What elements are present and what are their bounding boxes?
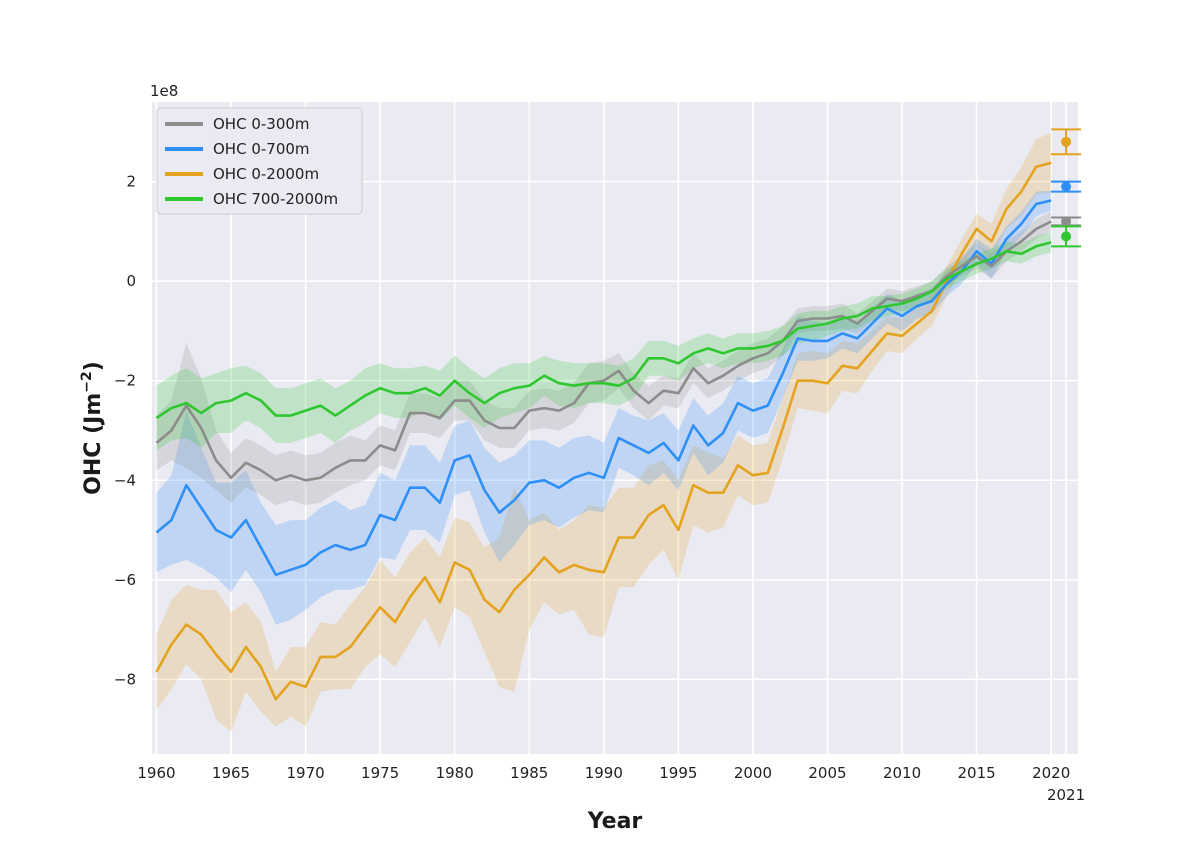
- legend-label-3: OHC 700-2000m: [213, 190, 338, 208]
- x-tick-label: 2010: [883, 764, 921, 782]
- y-tick-label: −8: [114, 670, 136, 688]
- band-0: [156, 211, 1052, 506]
- x-axis-title: Year: [587, 809, 643, 834]
- legend-label-0: OHC 0-300m: [213, 115, 310, 133]
- band-2: [156, 132, 1052, 732]
- legend-box: [156, 107, 363, 215]
- legend-label-2: OHC 0-2000m: [213, 165, 319, 183]
- y-axis-title-exponent: −2: [79, 371, 95, 392]
- point-2021-1: [1061, 181, 1072, 192]
- x-tick-label: 2020: [1032, 764, 1070, 782]
- line-2: [155, 161, 1052, 701]
- x-tick-label: 1970: [286, 764, 324, 782]
- y-tick-label: 0: [126, 272, 136, 290]
- x-tick-label: 1980: [436, 764, 474, 782]
- y-tick-label: 2: [126, 173, 136, 191]
- y-tick-label: −4: [114, 471, 136, 489]
- point-2021-0: [1061, 216, 1072, 227]
- y-axis-title: OHC (Jm−2): [79, 361, 106, 495]
- band-3: [156, 232, 1052, 451]
- x-tick-label-2021: 2021: [1047, 786, 1085, 804]
- x-tick-label: 2000: [734, 764, 772, 782]
- series-lines: [155, 161, 1052, 701]
- 2021-points: [1051, 128, 1082, 248]
- line-3: [155, 241, 1052, 420]
- line-1: [155, 199, 1052, 577]
- point-2021-3: [1061, 231, 1072, 242]
- y-axis-title-close: ): [81, 361, 106, 371]
- point-2021-2: [1061, 136, 1072, 147]
- x-tick-label: 1975: [361, 764, 399, 782]
- line-0: [155, 220, 1052, 482]
- tick-labels: 1960 1965 1970 1975 1980 1985 1990 1995 2000 2005…: [114, 173, 1085, 804]
- x-tick-label: 2015: [958, 764, 996, 782]
- y-tick-label: −2: [114, 372, 136, 390]
- x-tick-label: 2005: [808, 764, 846, 782]
- legend: OHC 0-300m OHC 0-700m OHC 0-2000m OHC 70…: [156, 107, 363, 215]
- x-tick-label: 1990: [585, 764, 623, 782]
- y-tick-label: −6: [114, 571, 136, 589]
- scale-label: 1e8: [150, 82, 178, 100]
- x-tick-label: 1965: [212, 764, 250, 782]
- x-tick-label: 1985: [510, 764, 548, 782]
- x-tick-label: 1995: [659, 764, 697, 782]
- x-tick-label: 1960: [137, 764, 175, 782]
- y-axis-title-main: OHC (Jm: [81, 393, 106, 495]
- legend-label-1: OHC 0-700m: [213, 140, 310, 158]
